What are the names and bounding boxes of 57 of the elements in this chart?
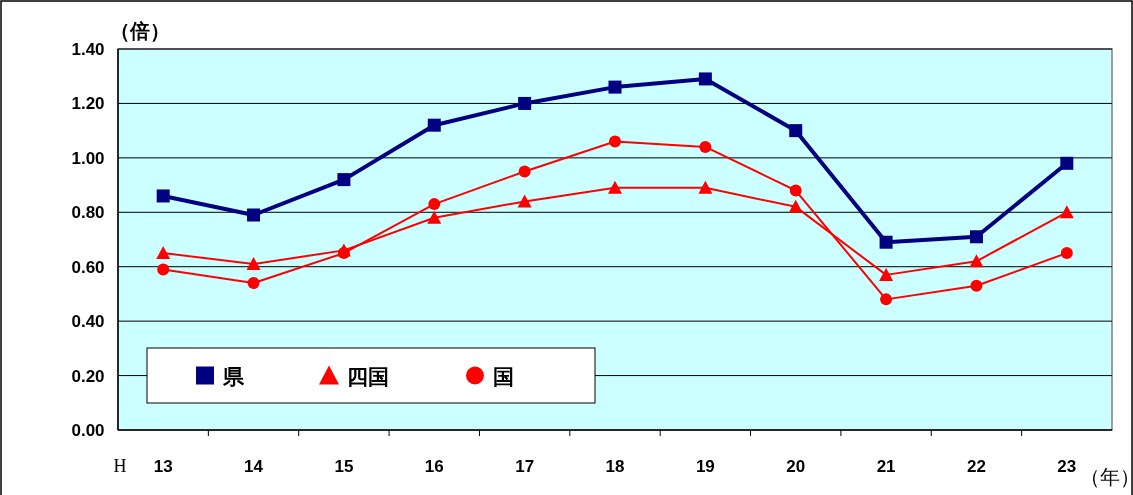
x-tick-label: 20: [786, 457, 806, 476]
point: [427, 118, 441, 132]
x-tick-label: 17: [515, 457, 535, 476]
point: [518, 165, 531, 178]
point: [427, 210, 442, 224]
x-axis-title: （年）: [1080, 466, 1133, 488]
point: [788, 199, 803, 213]
point: [1060, 247, 1073, 260]
legend-label: 四国: [347, 364, 389, 388]
point: [336, 243, 351, 257]
point: [698, 72, 712, 86]
point: [969, 230, 983, 244]
x-tick-label: 13: [153, 457, 173, 476]
point: [156, 246, 171, 260]
legend-label: 国: [493, 364, 514, 388]
x-tick-label: 23: [1057, 457, 1077, 476]
point: [879, 267, 894, 281]
y-tick-label: 1.40: [71, 40, 105, 59]
y-tick-label: 0.40: [71, 312, 105, 332]
y-axis-title: （倍）: [110, 20, 170, 42]
point: [970, 279, 983, 292]
point: [608, 80, 622, 94]
point: [969, 254, 984, 268]
x-tick-label: 18: [605, 457, 625, 476]
point: [880, 293, 893, 306]
point: [789, 184, 802, 197]
point: [608, 180, 622, 194]
point: [246, 256, 261, 270]
y-tick-label: 0.20: [71, 366, 105, 386]
point: [609, 135, 621, 148]
y-tick-label: 0.80: [71, 203, 105, 223]
y-tick-label: 1.20: [71, 94, 105, 114]
point: [879, 235, 893, 249]
point: [1059, 205, 1074, 219]
x-tick-label: 21: [876, 457, 896, 476]
point: [518, 96, 532, 110]
point: [247, 208, 261, 222]
point: [337, 173, 351, 187]
x-tick-label: 22: [966, 457, 986, 476]
point: [428, 198, 441, 211]
x-tick-label: 19: [695, 457, 715, 476]
text: H: [113, 456, 127, 476]
point: [789, 124, 803, 138]
point: [157, 263, 170, 276]
point: [517, 194, 532, 208]
y-tick-label: 0.00: [71, 421, 105, 440]
point: [1060, 156, 1074, 170]
x-tick-label: 14: [244, 457, 264, 476]
point: [156, 189, 170, 203]
point: [247, 277, 260, 290]
y-tick-label: 0.60: [71, 257, 105, 277]
point: [698, 180, 713, 194]
x-tick-label: 16: [424, 457, 444, 476]
legend-label: 県: [222, 364, 245, 388]
x-tick-label: 15: [334, 457, 354, 476]
point: [699, 140, 712, 153]
y-tick-label: 1.00: [71, 148, 105, 168]
